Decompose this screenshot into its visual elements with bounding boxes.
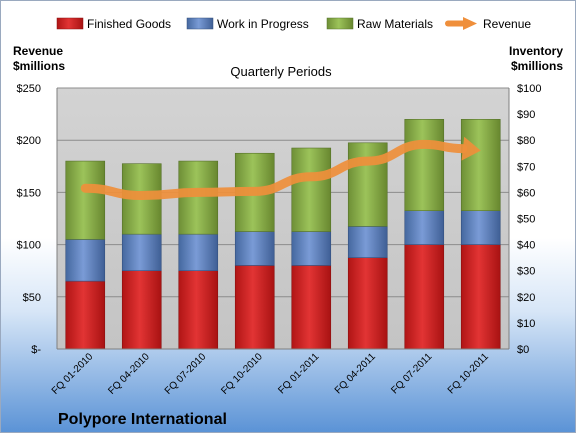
x-tick-label: FQ 04-2010 [106,351,152,397]
bar-work-in-progress [65,239,106,282]
bar-finished-goods [234,265,275,350]
bar-work-in-progress [347,226,388,258]
revenue-arrow-head [461,136,481,161]
x-tick-label: FQ 07-2010 [163,351,209,397]
right-axis-title-line1: Inventory [509,44,563,58]
bar-work-in-progress [234,231,275,266]
right-tick-label: $50 [517,214,535,226]
bar-raw-materials [291,147,332,232]
left-axis-title-line2: $millions [13,59,65,73]
left-tick-labels: $- $50 $100 $150 $200 $250 [17,83,42,356]
legend-label-finished-goods: Finished Goods [87,17,171,31]
left-axis-title-line1: Revenue [13,44,63,58]
bar-raw-materials [178,160,219,235]
chart-title: Quarterly Periods [230,64,332,79]
legend-item-raw-materials: Raw Materials [326,17,433,31]
right-tick-label: $30 [517,266,535,278]
x-tick-label: FQ 01-2011 [276,351,321,396]
bar-finished-goods [121,270,162,350]
x-tick-labels: FQ 01-2010 FQ 04-2010 FQ 07-2010 FQ 10-2010… [50,351,491,397]
left-tick-label: $50 [23,292,41,304]
right-tick-label: $60 [517,187,535,199]
legend-label-revenue: Revenue [483,17,531,31]
left-tick-label: $200 [17,135,41,147]
right-tick-label: $90 [517,109,535,121]
right-tick-label: $40 [517,240,535,252]
bar-finished-goods [347,257,388,350]
right-tick-label: $0 [517,344,529,356]
legend-swatch-finished-goods [56,17,84,30]
bar-work-in-progress [291,231,332,266]
right-tick-label: $20 [517,292,535,304]
bar-work-in-progress [404,210,445,245]
left-tick-label: $150 [17,187,41,199]
bar-finished-goods [460,244,501,350]
x-tick-label: FQ 01-2010 [50,351,96,397]
left-tick-label: $100 [17,240,41,252]
right-tick-label: $70 [517,161,535,173]
x-tick-label: FQ 10-2010 [219,351,265,397]
bar-raw-materials [460,119,501,211]
legend-item-finished-goods: Finished Goods [56,17,171,31]
legend-item-work-in-progress: Work in Progress [186,17,309,31]
right-tick-label: $10 [517,318,535,330]
revenue-line [80,139,468,201]
bar-raw-materials [404,119,445,211]
x-tick-label: FQ 04-2011 [333,351,378,396]
legend-swatch-raw-materials [326,17,354,30]
bar-work-in-progress [121,233,162,272]
x-tick-label: FQ 10-2011 [446,351,491,396]
company-name: Polypore International [58,411,227,428]
legend-label-work-in-progress: Work in Progress [217,17,309,31]
legend-label-raw-materials: Raw Materials [357,17,433,31]
right-tick-labels: $0 $10 $20 $30 $40 $50 $60 $70 $80 $90 $100 [517,83,541,356]
right-tick-label: $80 [517,135,535,147]
revenue-line-group [80,136,481,201]
bar-work-in-progress [178,233,219,272]
left-tick-label: $250 [17,83,41,95]
x-tick-label: FQ 07-2011 [389,351,434,396]
bar-finished-goods [178,270,219,350]
right-axis-title-line2: $millions [511,59,563,73]
bar-raw-materials [65,160,106,240]
bar-finished-goods [65,280,106,350]
bar-work-in-progress [460,210,501,245]
legend-item-revenue: Revenue [445,17,531,31]
right-tick-label: $100 [517,83,541,95]
legend: Finished Goods Work in Progress Raw Mate… [56,17,531,31]
bar-finished-goods [291,265,332,350]
left-tick-label: $- [31,344,41,356]
legend-swatch-work-in-progress [186,17,214,30]
legend-arrow-head-revenue [463,17,477,30]
bar-finished-goods [404,244,445,350]
